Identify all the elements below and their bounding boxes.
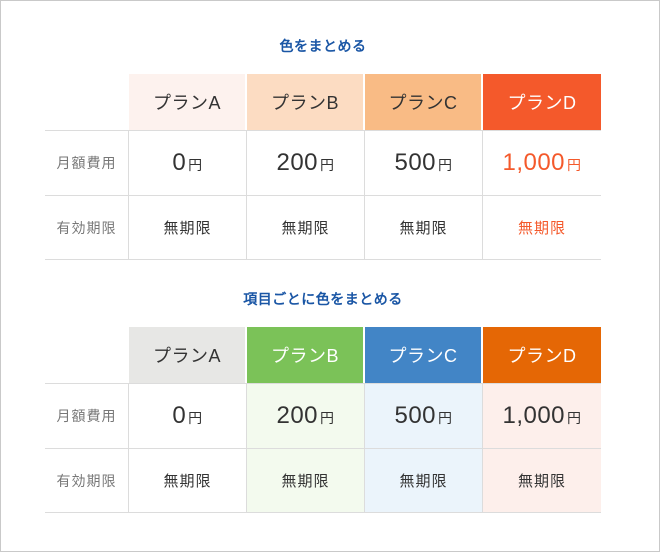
price-unit: 円	[567, 157, 582, 173]
header-spacer	[45, 74, 129, 130]
price-wrap: 500 円	[394, 402, 452, 430]
section-gap	[1, 260, 659, 291]
price-cell-plan-c: 500 円	[365, 383, 483, 448]
price-cell-plan-d: 1,000 円	[483, 130, 601, 195]
price-value: 200	[276, 402, 319, 429]
price-unit: 円	[438, 410, 453, 426]
row-label-expiry: 有効期限	[45, 448, 129, 513]
price-unit: 円	[320, 410, 335, 426]
price-value: 500	[394, 149, 437, 176]
expiry-cell-plan-a: 無期限	[129, 195, 247, 260]
row-label-expiry: 有効期限	[45, 195, 129, 260]
expiry-cell-plan-a: 無期限	[129, 448, 247, 513]
price-wrap: 1,000 円	[502, 402, 581, 430]
price-value: 0	[172, 149, 187, 176]
expiry-cell-plan-d: 無期限	[483, 195, 601, 260]
header-row: プランA プランB プランC プランD	[45, 74, 601, 130]
plan-b-header: プランB	[247, 327, 365, 383]
row-label-monthly-fee: 月額費用	[45, 383, 129, 448]
plan-c-header: プランC	[365, 327, 483, 383]
price-cell-plan-b: 200 円	[247, 130, 365, 195]
expiry-cell-plan-b: 無期限	[247, 195, 365, 260]
price-wrap: 500 円	[394, 149, 452, 177]
table-title: 項目ごとに色をまとめる	[243, 291, 403, 307]
price-value: 1,000	[502, 402, 566, 429]
plan-d-header: プランD	[483, 327, 601, 383]
plan-c-header: プランC	[365, 74, 483, 130]
expiry-row: 有効期限 無期限 無期限 無期限 無期限	[45, 448, 601, 513]
expiry-row: 有効期限 無期限 無期限 無期限 無期限	[45, 195, 601, 260]
header-spacer	[45, 327, 129, 383]
price-cell-plan-c: 500 円	[365, 130, 483, 195]
price-value: 1,000	[502, 149, 566, 176]
plan-a-header: プランA	[129, 327, 247, 383]
plan-a-header: プランA	[129, 74, 247, 130]
table-title: 色をまとめる	[279, 38, 367, 54]
price-wrap: 200 円	[276, 402, 334, 430]
price-value: 500	[394, 402, 437, 429]
price-value: 200	[276, 149, 319, 176]
price-cell-plan-b: 200 円	[247, 383, 365, 448]
plan-b-header: プランB	[247, 74, 365, 130]
price-wrap: 200 円	[276, 149, 334, 177]
price-unit: 円	[567, 410, 582, 426]
expiry-cell-plan-d: 無期限	[483, 448, 601, 513]
header-row: プランA プランB プランC プランD	[45, 327, 601, 383]
price-unit: 円	[320, 157, 335, 173]
price-value: 0	[172, 402, 187, 429]
plan-d-header: プランD	[483, 74, 601, 130]
price-wrap: 1,000 円	[502, 149, 581, 177]
expiry-cell-plan-c: 無期限	[365, 448, 483, 513]
expiry-cell-plan-c: 無期限	[365, 195, 483, 260]
price-unit: 円	[188, 157, 203, 173]
row-label-monthly-fee: 月額費用	[45, 130, 129, 195]
price-unit: 円	[188, 410, 203, 426]
price-cell-plan-d: 1,000 円	[483, 383, 601, 448]
expiry-cell-plan-b: 無期限	[247, 448, 365, 513]
price-unit: 円	[438, 157, 453, 173]
